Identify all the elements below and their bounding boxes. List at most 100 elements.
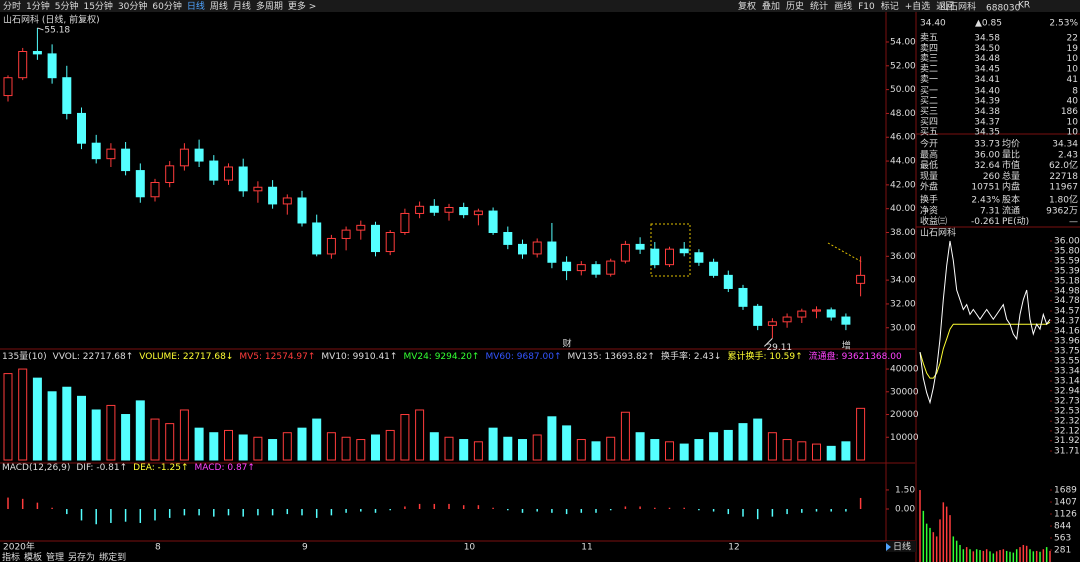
bottom-tab[interactable]: 另存为: [68, 551, 95, 562]
period-tab[interactable]: 月线: [233, 0, 251, 12]
price: 34.40: [920, 19, 946, 29]
period-tab[interactable]: 15分钟: [83, 0, 112, 12]
period-tab[interactable]: 日线: [893, 541, 911, 553]
tool-button[interactable]: 统计: [810, 0, 828, 12]
candle-body: [444, 206, 454, 213]
period-tab[interactable]: 更多 >: [288, 0, 316, 12]
period-tab[interactable]: 分时: [3, 0, 21, 12]
tool-button[interactable]: F10: [858, 2, 875, 12]
y-tick-label: 32.73: [1054, 397, 1080, 407]
y-tick-label: 32.32: [1054, 417, 1080, 427]
y-tick-label: 281: [1054, 546, 1071, 556]
stat-label: 外盘: [920, 181, 938, 193]
candle-body: [459, 206, 469, 216]
volume-bar: [576, 439, 586, 461]
stat-label: 今开: [920, 138, 938, 150]
period-tab[interactable]: 5分钟: [55, 0, 79, 12]
y-tick-label: 33.55: [1054, 356, 1080, 366]
x-tick-label: 2020年: [3, 541, 35, 553]
book-price: 34.40: [974, 86, 1000, 96]
chart-title: 山石网科 (日线, 前复权): [3, 14, 100, 26]
book-label: 买五: [920, 127, 938, 138]
y-tick-label: 30.00: [890, 323, 916, 333]
volume-bar: [429, 432, 439, 461]
candle-body: [429, 205, 439, 213]
stat-value: 11967: [1049, 183, 1078, 193]
y-tick-label: 31.71: [1054, 447, 1080, 457]
tool-button[interactable]: 返回: [936, 0, 954, 12]
book-price: 34.39: [974, 97, 1000, 107]
x-tick-label: 10: [464, 543, 476, 553]
volume-bar: [723, 429, 733, 461]
book-volume: 19: [1067, 44, 1079, 54]
period-tab[interactable]: 30分钟: [118, 0, 147, 12]
header-item: MV10: 9910.41↑: [321, 352, 397, 362]
bottom-tab[interactable]: 绑定到: [99, 551, 126, 562]
bottom-tab[interactable]: 指标: [2, 551, 20, 562]
book-label: 卖四: [920, 43, 938, 54]
bottom-tabs: 指标 模板 管理 另存为 绑定到: [2, 551, 126, 562]
candle-body: [238, 166, 248, 192]
stat-label: 流通: [1002, 204, 1020, 216]
volume-bar: [753, 418, 763, 461]
stat-value: 34.34: [1052, 140, 1078, 150]
tool-button[interactable]: 叠加: [762, 1, 780, 12]
toolbar-periods: 分时 1分钟 5分钟 15分钟 30分钟 60分钟 日线 周线 月线 多周期 更多 >: [3, 0, 316, 12]
x-tick-label: 11: [581, 543, 592, 553]
header-item: MACD: 0.87↑: [195, 463, 255, 473]
book-label: 买一: [920, 85, 938, 96]
volume-bar: [326, 432, 336, 461]
volume-bar: [341, 436, 351, 461]
period-tab[interactable]: 60分钟: [152, 0, 181, 12]
volume-bar: [665, 441, 674, 461]
period-tab[interactable]: 多周期: [256, 0, 283, 12]
volume-bar: [150, 418, 160, 461]
period-tab[interactable]: 日线: [187, 0, 205, 12]
volume-bar: [415, 409, 425, 461]
y-tick-label: 1126: [1054, 510, 1077, 520]
period-tab[interactable]: 1分钟: [26, 0, 50, 12]
y-tick-label: 1407: [1054, 498, 1077, 508]
candle-body: [341, 229, 351, 239]
volume-bar: [694, 439, 704, 461]
bottom-tab[interactable]: 管理: [46, 551, 64, 562]
y-tick-label: 32.12: [1054, 426, 1080, 436]
volume-bar: [77, 395, 86, 461]
stat-label: 总量: [1002, 170, 1020, 182]
stat-value: 2.43%: [971, 196, 1000, 206]
candle-body: [679, 248, 689, 254]
stat-value: 10751: [971, 183, 1000, 193]
tool-button[interactable]: 复权: [738, 0, 756, 12]
book-label: 买二: [920, 96, 938, 107]
header-item: MV5: 12574.97↑: [239, 352, 315, 362]
tool-button[interactable]: 标记: [881, 0, 899, 12]
volume-bar: [709, 432, 719, 461]
period-tab[interactable]: 周线: [210, 0, 228, 12]
y-tick-label: 35.18: [1054, 277, 1080, 287]
stock-code: 688030: [986, 4, 1021, 14]
y-tick-label: 10000: [890, 433, 919, 443]
candle-body: [797, 310, 807, 318]
tool-button[interactable]: 画线: [834, 0, 852, 12]
y-tick-label: 32.53: [1054, 406, 1080, 416]
stat-label: 股本: [1002, 194, 1020, 206]
avg-line: [919, 321, 1051, 379]
bottom-tab[interactable]: 模板: [24, 551, 42, 562]
volume-bar: [473, 441, 483, 461]
candle-body: [562, 261, 572, 272]
book-price: 34.35: [974, 128, 1000, 138]
volume-bar: [165, 423, 175, 461]
volume-bar: [282, 432, 292, 461]
candle-body: [121, 148, 131, 172]
header-item: 换手率: 2.43↓: [661, 350, 721, 362]
volume-bar: [679, 443, 689, 461]
book-volume: 10: [1067, 117, 1079, 127]
tool-button[interactable]: +自选: [905, 0, 931, 12]
candle-body: [473, 210, 483, 216]
y-tick-label: 52.00: [890, 61, 916, 71]
tool-button[interactable]: 历史: [786, 0, 804, 12]
toolbar-tools: 复权 叠加 历史 统计 画线 F10 标记 +自选 返回: [738, 0, 954, 12]
candle-body: [165, 165, 175, 183]
y-tick-label: 40.00: [890, 204, 916, 214]
